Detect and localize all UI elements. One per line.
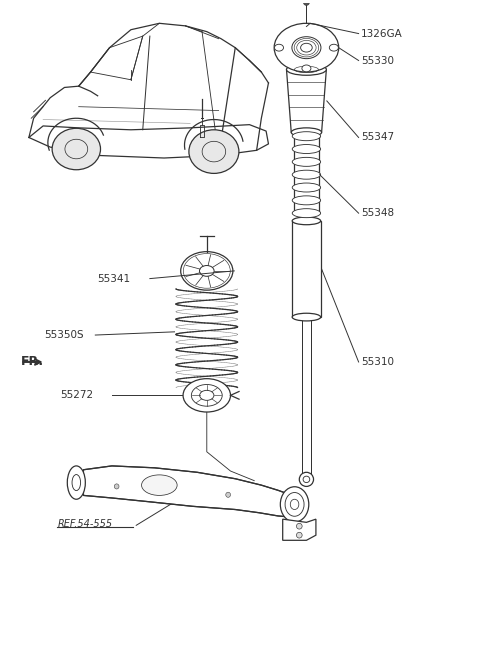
Text: 55310: 55310 (361, 357, 394, 367)
Polygon shape (283, 519, 316, 540)
Ellipse shape (183, 378, 230, 412)
Ellipse shape (280, 487, 309, 522)
Ellipse shape (297, 532, 302, 538)
Text: 55341: 55341 (97, 274, 131, 283)
Ellipse shape (302, 65, 311, 72)
Text: REF.54-555: REF.54-555 (57, 519, 112, 529)
Ellipse shape (114, 484, 119, 489)
Ellipse shape (226, 492, 230, 498)
Polygon shape (84, 466, 301, 517)
Ellipse shape (180, 252, 233, 290)
Polygon shape (301, 317, 311, 474)
Text: 55350S: 55350S (45, 330, 84, 340)
Ellipse shape (189, 130, 239, 173)
Ellipse shape (292, 132, 321, 140)
Ellipse shape (292, 209, 321, 217)
Ellipse shape (292, 157, 321, 166)
Ellipse shape (200, 265, 214, 276)
Ellipse shape (142, 475, 177, 496)
Ellipse shape (291, 128, 322, 137)
Text: FR.: FR. (21, 355, 44, 369)
Ellipse shape (274, 23, 339, 72)
Ellipse shape (292, 196, 321, 205)
Text: 55347: 55347 (361, 133, 394, 142)
Ellipse shape (300, 472, 313, 487)
Ellipse shape (292, 170, 321, 179)
Ellipse shape (303, 0, 309, 5)
Ellipse shape (275, 44, 284, 51)
Polygon shape (292, 221, 321, 317)
Ellipse shape (67, 466, 85, 499)
Ellipse shape (292, 144, 321, 153)
Ellipse shape (329, 44, 338, 51)
Ellipse shape (292, 217, 321, 225)
Ellipse shape (52, 128, 100, 170)
Text: 1326GA: 1326GA (361, 28, 403, 39)
Ellipse shape (292, 313, 321, 321)
Text: 55272: 55272 (60, 390, 93, 400)
Text: 55330: 55330 (361, 56, 394, 65)
Ellipse shape (297, 523, 302, 529)
Text: 55348: 55348 (361, 208, 394, 218)
Polygon shape (287, 69, 326, 133)
Ellipse shape (292, 183, 321, 192)
Ellipse shape (287, 63, 326, 75)
